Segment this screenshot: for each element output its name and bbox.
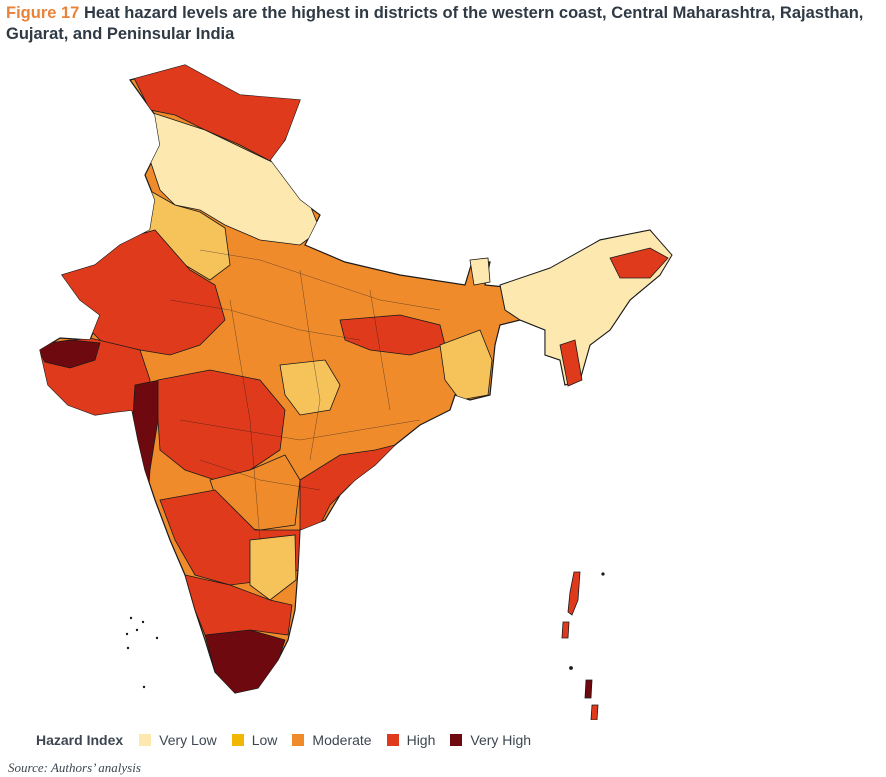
legend-label: Very High — [470, 732, 532, 748]
legend-label: Very Low — [159, 732, 217, 748]
region-kutch-very-high — [40, 339, 101, 369]
map-legend: Hazard Index Very Low Low Moderate High … — [36, 730, 546, 750]
figure-title: Figure 17 Heat hazard levels are the hig… — [6, 3, 881, 45]
region-tamilnadu-very-high — [204, 629, 286, 693]
legend-swatch-moderate — [292, 734, 305, 746]
region-rayalaseema-light — [249, 534, 297, 601]
region-arunachal-high — [609, 247, 669, 279]
region-kerala-high — [184, 574, 293, 636]
legend-item-moderate: Moderate — [292, 732, 372, 748]
region-tripura-high — [559, 339, 583, 387]
legend-swatch-low — [231, 734, 244, 746]
legend-swatch-very-low — [139, 734, 152, 746]
district-borders — [169, 249, 441, 541]
lakshadweep-islands — [125, 616, 159, 689]
legend-item-very-low: Very Low — [139, 732, 217, 748]
figure-number: Figure 17 — [6, 4, 80, 22]
region-bihar-high — [339, 314, 446, 356]
india-heat-hazard-map — [39, 64, 673, 720]
source-note: Source: Authors’ analysis — [8, 760, 141, 775]
legend-item-very-high: Very High — [450, 732, 531, 748]
legend-label: Moderate — [312, 732, 372, 748]
figure-caption: Heat hazard levels are the highest in di… — [6, 4, 864, 43]
andaman-nicobar-islands — [561, 571, 605, 720]
legend-swatch-high — [386, 734, 399, 746]
legend-swatch-very-high — [450, 734, 463, 746]
legend-item-high: High — [386, 732, 436, 748]
region-bengal-light — [439, 329, 493, 401]
legend-label: Low — [251, 732, 278, 748]
legend-title: Hazard Index — [36, 732, 124, 748]
region-sikkim — [469, 257, 491, 286]
legend-label: High — [406, 732, 436, 748]
region-central-light — [279, 359, 341, 416]
legend-item-low: Low — [231, 732, 278, 748]
